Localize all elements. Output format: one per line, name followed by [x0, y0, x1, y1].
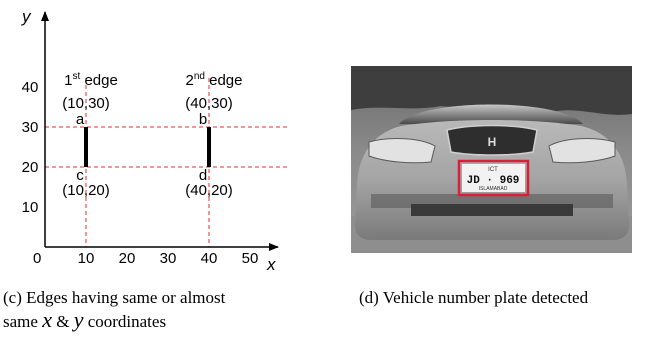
x-tick-label: 50 [242, 250, 259, 267]
x-tick-label: 40 [201, 250, 218, 267]
plate-detection-box [457, 159, 530, 197]
right-headlight [548, 138, 616, 164]
caption-y: y [73, 307, 84, 332]
caption-d: (d) Vehicle number plate detected [359, 288, 589, 307]
edge-title-1: 1st edge [64, 71, 118, 89]
honda-logo: H [488, 135, 497, 149]
y-tick-label: 10 [22, 199, 39, 216]
point-coord-bottom: (40,20) [185, 182, 233, 199]
car-photo: H ICT JD · 969 ISLAMABAD [351, 66, 632, 253]
grille [446, 124, 538, 156]
point-letter-bottom: c [76, 167, 84, 184]
coordinate-diagram: 10 20 30 40 50 10 20 30 40 1st edge (10,30)a c(10,… [21, 7, 290, 274]
y-axis-label: y [21, 7, 32, 26]
windshield [399, 104, 583, 124]
point-letter-bottom: d [199, 167, 207, 184]
trees [351, 66, 632, 115]
edge-title-2: 2nd edge [185, 71, 242, 89]
x-tick-label: 30 [160, 250, 177, 267]
y-tick-label: 20 [22, 159, 39, 176]
point-letter-top: a [76, 111, 85, 128]
number-plate [462, 164, 525, 192]
caption-c: (c) Edges having same or almost same x &… [3, 287, 225, 333]
plate-number: JD · 969 [467, 175, 520, 187]
point-letter-top: b [199, 111, 207, 128]
y-tick-label: 40 [22, 79, 39, 96]
edge-lines [84, 127, 211, 167]
x-tick-label: 10 [78, 250, 95, 267]
point-coord-top: (10,30) [62, 95, 110, 112]
y-tick-label: 30 [22, 119, 39, 136]
point-coord-top: (40,30) [185, 95, 233, 112]
plate-ict: ICT [488, 167, 498, 173]
axes [41, 11, 279, 251]
caption-x: x [42, 307, 52, 332]
origin-label: 0 [33, 250, 41, 267]
lower-intake [411, 204, 573, 216]
point-coord-bottom: (10,20) [62, 182, 110, 199]
x-tick-label: 20 [119, 250, 136, 267]
point-labels: 1st edge (10,30)a c(10,20) 2nd edge (40,30)b… [62, 71, 242, 199]
left-headlight [368, 138, 436, 164]
tick-labels: 10 20 30 40 50 10 20 30 40 [22, 79, 259, 267]
caption-c-line1: (c) Edges having same or almost [3, 288, 226, 307]
plate-city: ISLAMABAD [479, 186, 508, 192]
caption-c-line2: same x & y coordinates [3, 307, 167, 332]
x-axis-label: x [266, 255, 276, 274]
